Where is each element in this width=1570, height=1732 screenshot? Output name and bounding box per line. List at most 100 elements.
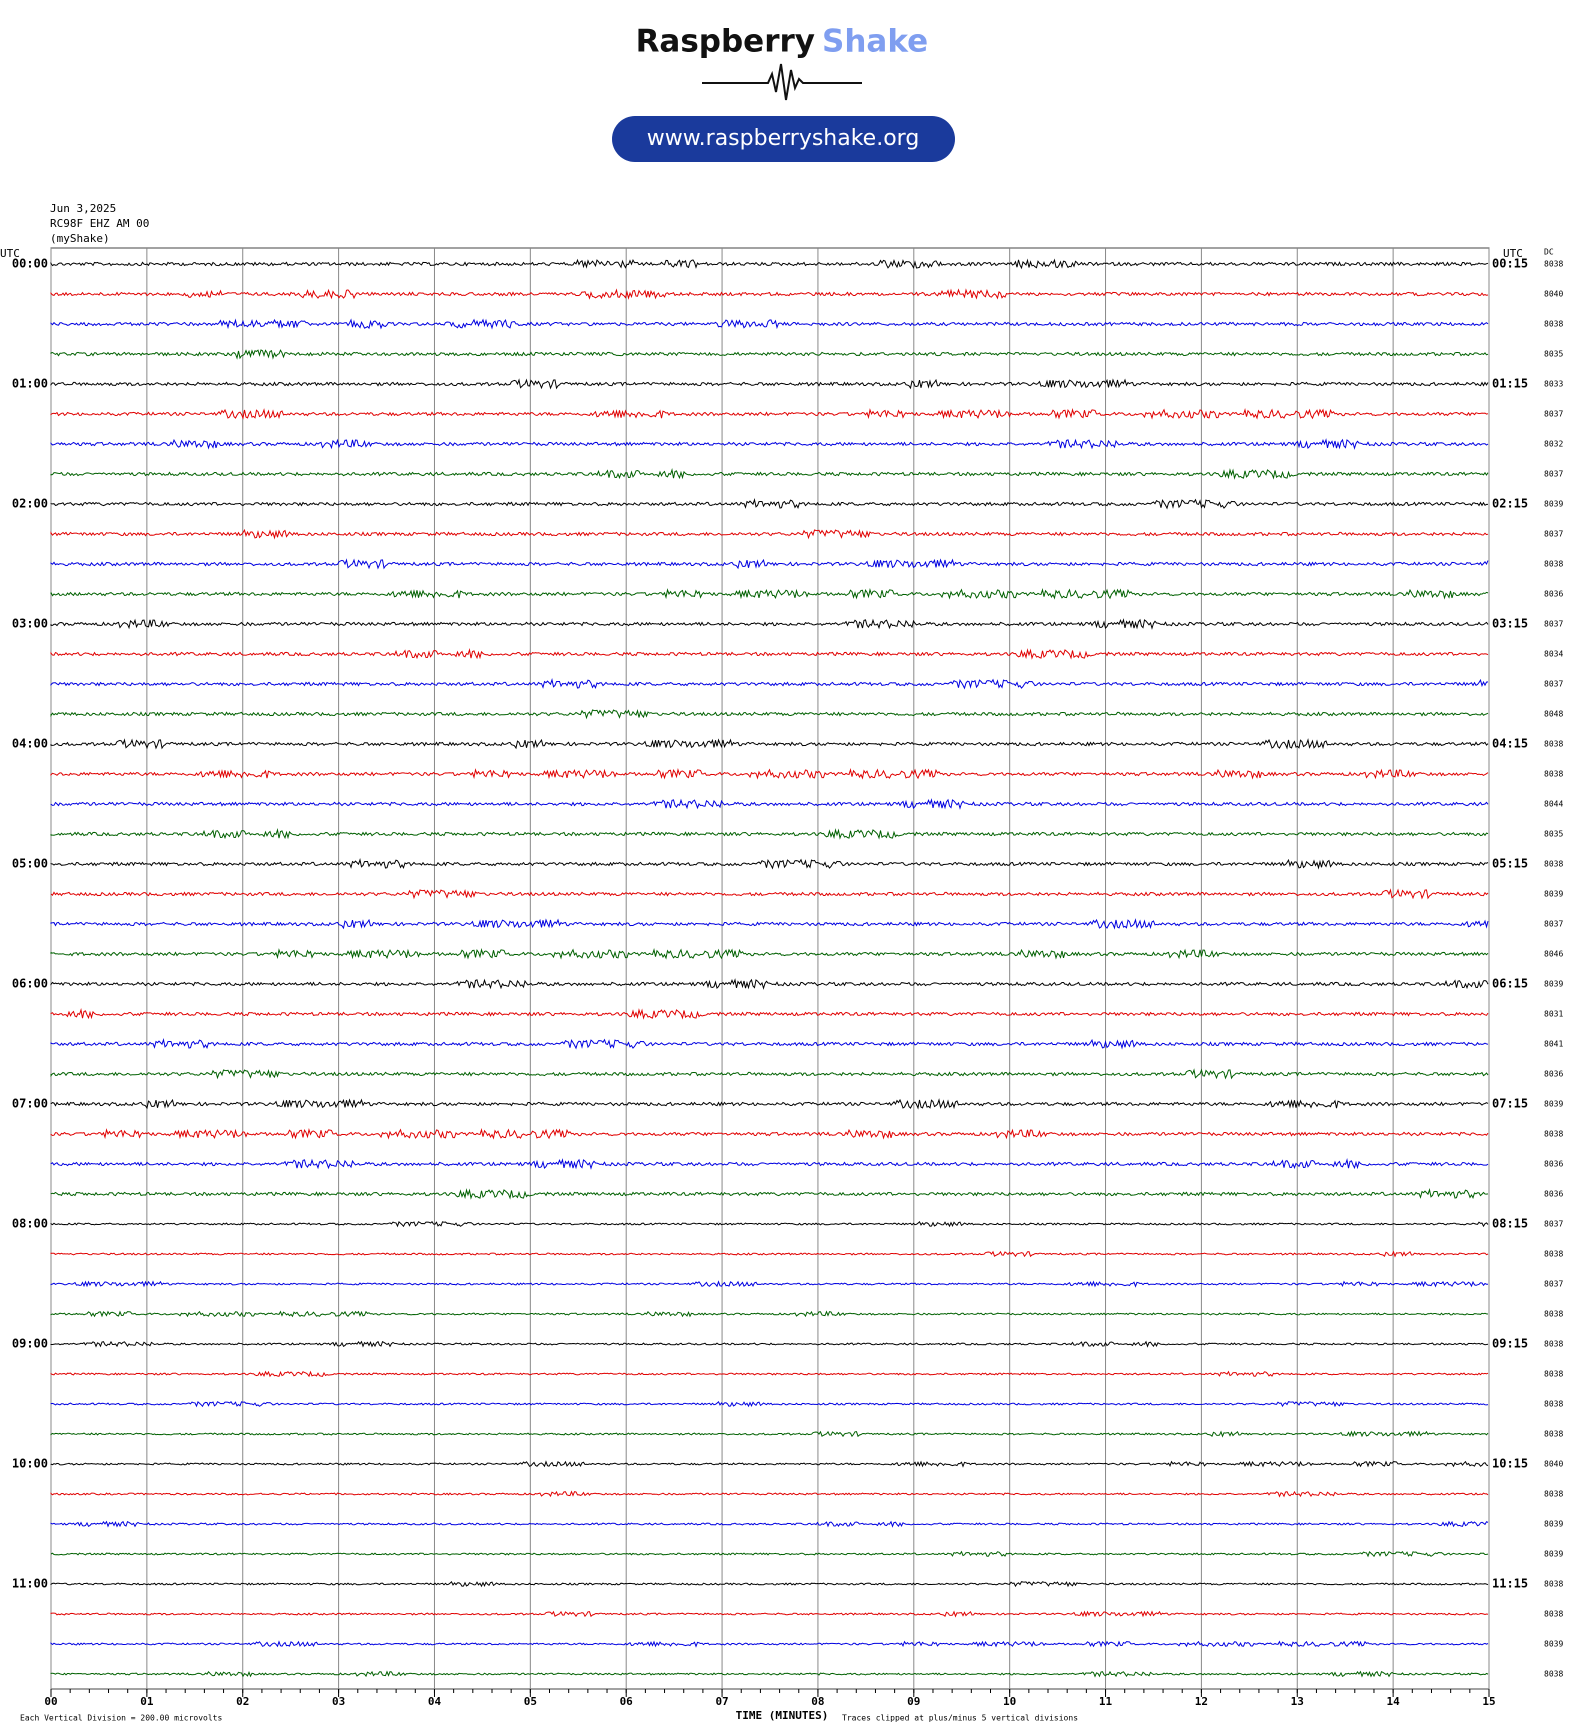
trace [50, 828, 1489, 840]
left-time-label: 02:00 [12, 497, 48, 511]
trace [50, 948, 1489, 960]
trace [50, 1128, 1489, 1140]
dc-value: 8044 [1544, 800, 1563, 809]
date: Jun 3,2025 [50, 202, 116, 215]
dc-value: 8032 [1544, 440, 1563, 449]
dc-value: 8035 [1544, 350, 1563, 359]
dc-value: 8048 [1544, 710, 1563, 719]
dc-value: 8038 [1544, 1370, 1563, 1379]
trace [50, 1580, 1489, 1588]
trace [50, 1158, 1489, 1170]
right-time-label: 09:15 [1492, 1337, 1528, 1351]
url[interactable]: www.raspberryshake.org [647, 126, 920, 151]
left-time-label: 01:00 [12, 377, 48, 391]
trace [50, 258, 1489, 270]
trace [50, 1280, 1488, 1288]
dc-value: 8039 [1544, 980, 1563, 989]
dc-value: 8038 [1544, 320, 1563, 329]
dc-label: DC [1544, 248, 1554, 257]
x-axis-label: TIME (MINUTES) [736, 1709, 829, 1722]
trace [50, 888, 1489, 900]
plot-frame [50, 247, 1490, 1690]
trace [50, 558, 1489, 570]
trace [50, 438, 1489, 450]
dc-value: 8038 [1544, 740, 1563, 749]
left-time-label: 10:00 [12, 1457, 48, 1471]
trace [50, 1068, 1489, 1080]
dc-value: 8038 [1544, 1490, 1563, 1499]
dc-value: 8046 [1544, 950, 1563, 959]
url-pill[interactable] [612, 116, 955, 162]
dc-value: 8037 [1544, 680, 1563, 689]
left-time-label: 05:00 [12, 857, 48, 871]
right-time-label: 03:15 [1492, 617, 1528, 631]
trace [50, 288, 1489, 300]
dc-value: 8036 [1544, 1160, 1563, 1169]
dc-value: 8038 [1544, 260, 1563, 269]
trace [50, 798, 1489, 810]
x-tick-label: 05 [524, 1695, 537, 1708]
x-tick-label: 00 [44, 1695, 57, 1708]
dc-value: 8038 [1544, 1430, 1563, 1439]
dc-value: 8039 [1544, 1100, 1563, 1109]
dc-value: 8034 [1544, 650, 1563, 659]
right-time-label: 04:15 [1492, 737, 1528, 751]
left-time-label: 09:00 [12, 1337, 48, 1351]
dc-value: 8036 [1544, 1190, 1563, 1199]
dc-value: 8038 [1544, 1130, 1563, 1139]
right-time-label: 07:15 [1492, 1097, 1528, 1111]
trace [50, 738, 1489, 750]
x-tick-label: 13 [1291, 1695, 1304, 1708]
right-time-label: 02:15 [1492, 497, 1528, 511]
x-tick-label: 12 [1195, 1695, 1208, 1708]
logo-squiggle [702, 63, 862, 101]
trace [50, 498, 1488, 510]
trace [50, 1430, 1489, 1438]
x-tick-label: 02 [236, 1695, 249, 1708]
dc-value: 8035 [1544, 830, 1563, 839]
dc-value: 8040 [1544, 290, 1563, 299]
dc-value: 8037 [1544, 1220, 1563, 1229]
right-axis-label: UTC [1503, 247, 1523, 260]
trace [50, 858, 1489, 870]
trace [50, 618, 1489, 630]
x-tick-label: 01 [140, 1695, 154, 1708]
left-time-label: 11:00 [12, 1577, 48, 1591]
trace [50, 528, 1489, 540]
station: RC98F EHZ AM 00 [50, 217, 149, 230]
trace [50, 1550, 1489, 1558]
right-time-label: 00:15 [1492, 257, 1528, 271]
trace [50, 1670, 1489, 1678]
left-time-label: 06:00 [12, 977, 48, 991]
trace [50, 648, 1489, 660]
x-tick-label: 15 [1482, 1695, 1495, 1708]
dc-value: 8036 [1544, 1070, 1563, 1079]
right-time-label: 10:15 [1492, 1457, 1528, 1471]
dc-value: 8038 [1544, 770, 1563, 779]
left-axis-label: UTC [0, 247, 20, 260]
x-tick-label: 09 [907, 1695, 920, 1708]
dc-value: 8041 [1544, 1040, 1563, 1049]
dc-value: 8037 [1544, 1280, 1563, 1289]
x-tick-label: 04 [428, 1695, 442, 1708]
dc-value: 8037 [1544, 920, 1563, 929]
trace [50, 468, 1489, 480]
right-time-label: 01:15 [1492, 377, 1528, 391]
trace [50, 1310, 1489, 1318]
trace [50, 1370, 1489, 1378]
network: (myShake) [50, 232, 110, 245]
trace [50, 1610, 1489, 1618]
dc-value: 8037 [1544, 620, 1563, 629]
left-time-label: 03:00 [12, 617, 48, 631]
trace [50, 1098, 1489, 1110]
trace [50, 408, 1489, 420]
right-time-label: 05:15 [1492, 857, 1528, 871]
trace [50, 378, 1489, 390]
trace [50, 1460, 1489, 1468]
brand-first: Raspberry [636, 24, 815, 60]
dc-value: 8033 [1544, 380, 1563, 389]
dc-value: 8038 [1544, 1610, 1563, 1619]
dc-value: 8039 [1544, 500, 1563, 509]
trace [50, 588, 1489, 600]
